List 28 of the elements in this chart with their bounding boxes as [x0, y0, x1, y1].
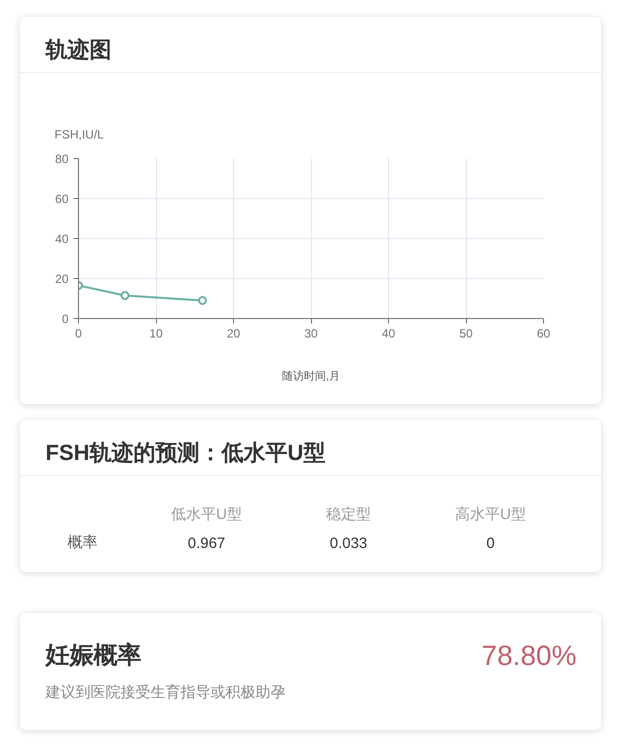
- data-label: 0.967: [188, 535, 226, 552]
- category-label: 低水平U型: [171, 506, 242, 523]
- point: [198, 296, 207, 305]
- x-tick-label: 20: [226, 326, 240, 340]
- text: 建议到医院接受生育指导或积极助孕: [44, 684, 286, 701]
- y-axis-title: FSH,IU/L: [54, 128, 104, 142]
- x-axis-title: 随访时间,月: [282, 370, 340, 382]
- x-tick-label: 50: [459, 326, 473, 340]
- series-label: 概率: [68, 534, 98, 551]
- y-tick-label: 20: [55, 272, 69, 286]
- category-label: 高水平U型: [455, 506, 526, 523]
- y-tick-label: 60: [55, 192, 69, 206]
- y-tick-label: 80: [55, 152, 69, 166]
- x-tick-label: 30: [304, 326, 318, 340]
- point: [120, 291, 130, 300]
- chart-title: 轨迹图: [44, 37, 112, 62]
- text: 妊娠概率: [44, 642, 142, 669]
- text: 78.80%: [482, 640, 577, 671]
- category-label: 稳定型: [326, 506, 371, 523]
- data-label: 0.033: [330, 535, 368, 552]
- x-tick-label: 0: [75, 326, 82, 340]
- text: FSH轨迹的预测：低水平U型: [46, 440, 326, 465]
- x-tick-label: 60: [536, 326, 550, 340]
- x-tick-label: 40: [382, 326, 396, 340]
- x-tick-label: 10: [149, 326, 163, 340]
- data-label: 0: [486, 535, 495, 552]
- y-tick-label: 40: [55, 232, 69, 246]
- y-tick-label: 0: [62, 312, 69, 326]
